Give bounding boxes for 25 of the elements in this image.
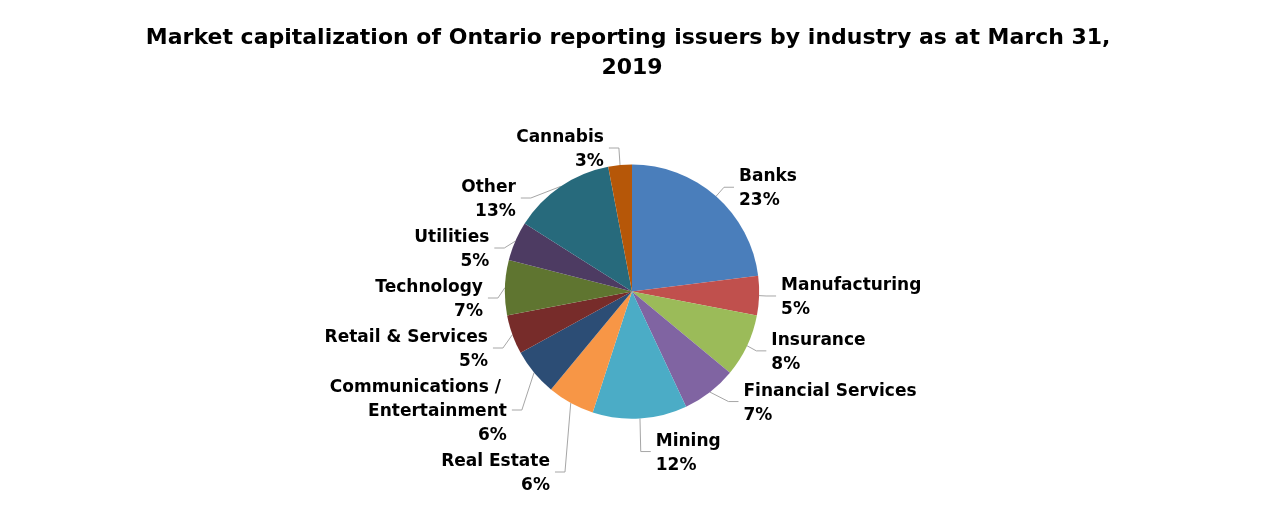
slice-label: Banks bbox=[739, 165, 797, 186]
slice-label: Insurance bbox=[771, 328, 866, 349]
data-label: 5% bbox=[459, 350, 488, 370]
data-label: 13% bbox=[475, 200, 516, 220]
chart-title: Market capitalization of Ontario reporting issuers by industry as at March 31, 2019 bbox=[145, 23, 1119, 79]
slice-label: Mining bbox=[655, 429, 721, 450]
slice-label: Manufacturing bbox=[781, 273, 922, 294]
slice-label: Cannabis bbox=[516, 126, 604, 146]
data-label: 5% bbox=[781, 297, 810, 318]
data-label: 7% bbox=[454, 300, 483, 320]
data-label: 6% bbox=[477, 424, 507, 444]
slice-label: Real Estate bbox=[441, 450, 550, 470]
data-label: 12% bbox=[655, 453, 697, 474]
data-label: 23% bbox=[739, 189, 780, 210]
slice-label: Technology bbox=[375, 276, 483, 296]
slice-label: Communications / Entertainment bbox=[329, 376, 507, 420]
slice-label: Utilities bbox=[414, 226, 490, 246]
data-label: 3% bbox=[575, 150, 604, 170]
data-label: 8% bbox=[771, 352, 801, 373]
slice-label: Financial Services bbox=[743, 379, 917, 400]
data-label: 6% bbox=[521, 474, 550, 494]
data-label: 5% bbox=[460, 250, 490, 270]
data-label: 7% bbox=[743, 403, 773, 424]
slice-label: Other bbox=[461, 176, 517, 196]
slice-label: Retail & Services bbox=[324, 326, 488, 346]
